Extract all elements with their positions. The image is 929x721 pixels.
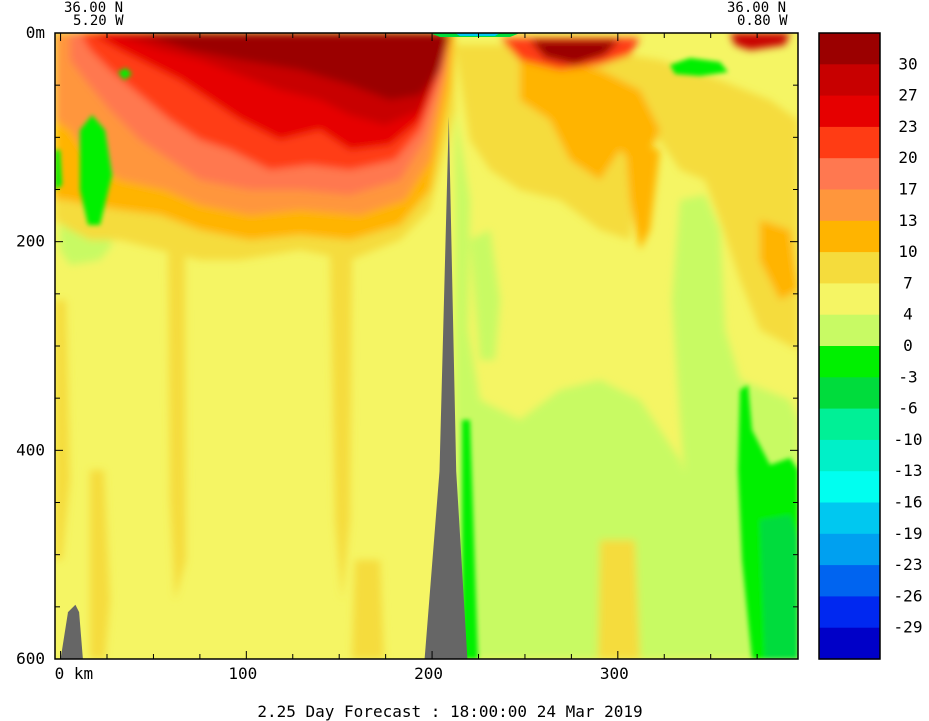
colorbar-label: -6 (898, 399, 917, 418)
field-neg-small (118, 68, 132, 80)
velocity-field (55, 33, 798, 659)
y-tick-label: 200 (16, 232, 45, 251)
x-tick-label: 100 (228, 664, 257, 683)
colorbar-label: 13 (898, 211, 917, 230)
field-7-bottommid (352, 560, 384, 659)
colorbar-swatch (819, 33, 880, 65)
y-tick-label: 600 (16, 649, 45, 668)
colorbar-label: -3 (898, 367, 917, 386)
colorbar-label: 4 (903, 305, 913, 324)
colorbar-label: -26 (894, 586, 923, 605)
colorbar-label: 7 (903, 273, 913, 292)
field-7-column2 (330, 250, 352, 600)
field-lightgreen-center (455, 110, 740, 659)
x-axis: 0 km 100 200 300 (55, 33, 758, 683)
field-30-top (140, 33, 450, 100)
field-27-rightcorner (730, 33, 790, 50)
field-7-bottomleft (90, 470, 110, 659)
colorbar-swatch (819, 346, 880, 378)
colorbar-swatch (819, 158, 880, 191)
colorbar-label: -10 (894, 430, 923, 449)
colorbar-swatch (819, 439, 880, 472)
left-lon-label: 5.20 W (73, 13, 124, 29)
colorbar-label: 27 (898, 86, 917, 105)
field-neg-bottomright-dark (760, 515, 798, 659)
right-lat-label: 36.00 N (727, 0, 786, 16)
field-7-leftedge (55, 300, 70, 560)
colorbar-swatch (819, 189, 880, 222)
colorbar-swatch (819, 220, 880, 253)
field-7-bottomright (598, 540, 640, 659)
colorbar-label: 30 (898, 54, 917, 73)
colorbar: 30 27 23 20 17 13 10 7 4 0 -3 -6 -10 -13 -16 -19 -23 -26 -… (818, 32, 923, 660)
field-10-edge (760, 220, 798, 300)
colorbar-swatch (819, 252, 880, 284)
field-7-right (455, 45, 798, 350)
colorbar-label: -29 (894, 618, 923, 637)
y-axis: 0m 200 400 600 (16, 23, 798, 668)
colorbar-swatch (819, 408, 880, 441)
colorbar-label: 0 (903, 336, 913, 355)
field-neg-topright (670, 58, 728, 76)
x-tick-label: 200 (414, 664, 443, 683)
field-7-column1 (168, 240, 186, 600)
forecast-footer: 2.25 Day Forecast : 18:00:00 24 Mar 2019 (257, 702, 642, 721)
field-neg-left (80, 115, 112, 225)
colorbar-label: 10 (898, 242, 917, 261)
colorbar-swatch (819, 314, 880, 347)
colorbar-frame (818, 32, 881, 660)
colorbar-swatch (819, 377, 880, 410)
field-10-right (520, 50, 660, 180)
seafloor-left (60, 604, 83, 659)
colorbar-label: 20 (898, 148, 917, 167)
colorbar-swatch (819, 596, 880, 629)
field-30-right (530, 40, 620, 65)
colorbar-label: -19 (894, 524, 923, 543)
seafloor-ridge (424, 116, 468, 659)
x-tick-label: 300 (600, 664, 629, 683)
colorbar-swatch (819, 502, 880, 535)
colorbar-label: -16 (894, 493, 923, 512)
y-tick-label: 400 (16, 440, 45, 459)
colorbar-swatch (819, 533, 880, 566)
left-lat-label: 36.00 N (64, 0, 123, 16)
colorbar-label: -23 (894, 555, 923, 574)
colorbar-swatch (819, 95, 880, 128)
field-lightgreen-strip (470, 230, 500, 360)
colorbar-swatch (819, 283, 880, 316)
colorbar-swatch (819, 126, 880, 159)
field-10-midtall (625, 140, 660, 250)
colorbar-label: 17 (898, 180, 917, 199)
right-lon-label: 0.80 W (737, 13, 788, 29)
colorbar-swatch (819, 627, 880, 660)
colorbar-label: 23 (898, 117, 917, 136)
colorbar-swatch (819, 64, 880, 97)
colorbar-swatch (819, 471, 880, 504)
colorbar-label: -13 (894, 461, 923, 480)
x-tick-label: 0 km (55, 664, 94, 683)
field-neg-ridge (462, 420, 478, 659)
colorbar-swatch (819, 565, 880, 597)
y-tick-label: 0m (26, 23, 45, 42)
field-neg-leftedge (55, 150, 62, 190)
